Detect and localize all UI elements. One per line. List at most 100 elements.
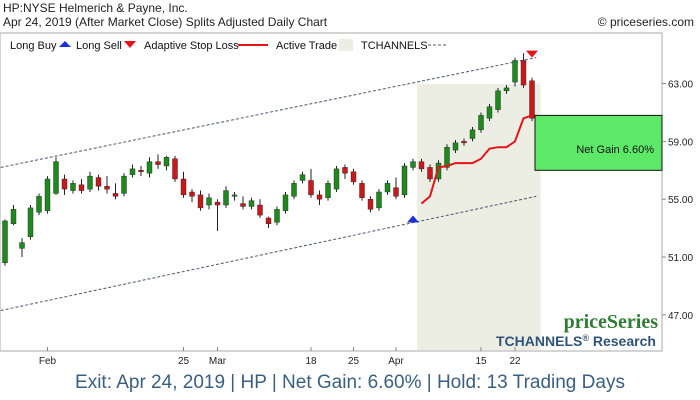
- candle: [104, 176, 110, 194]
- candle-body: [495, 90, 501, 110]
- candle-body: [384, 183, 391, 193]
- channel-upper-line: [0, 57, 537, 168]
- candle-body: [223, 190, 229, 206]
- candle: [282, 192, 289, 214]
- candle-body: [138, 170, 144, 172]
- candle-body: [95, 177, 102, 187]
- candle: [274, 206, 280, 226]
- candle-body: [299, 174, 306, 181]
- candle: [495, 87, 501, 113]
- priceseries-logo: priceSeries: [564, 311, 659, 333]
- x-tick-label: 15: [475, 356, 487, 367]
- candle: [418, 158, 425, 172]
- candle: [350, 168, 357, 185]
- candle-body: [376, 191, 382, 209]
- candle: [197, 190, 204, 211]
- copyright: © priceseries.com: [597, 15, 694, 29]
- candle: [308, 168, 314, 198]
- candle: [393, 177, 399, 200]
- candle: [19, 238, 25, 258]
- candle-body: [163, 157, 170, 167]
- plot-frame: [0, 32, 663, 352]
- candle-body: [342, 167, 348, 174]
- candle-body: [61, 178, 68, 190]
- x-tick-label: 22: [509, 356, 521, 367]
- candle-body: [282, 194, 289, 211]
- candle: [503, 85, 510, 94]
- candle: [469, 126, 476, 142]
- net-gain-label: Net Gain 6.60%: [576, 144, 654, 156]
- candle-body: [393, 187, 399, 197]
- x-tick-label: Apr: [388, 356, 404, 367]
- candle-body: [146, 161, 153, 174]
- candle: [206, 193, 212, 210]
- candle-body: [214, 201, 221, 206]
- x-axis: Feb 25 Mar 18 25 Apr 15 22: [39, 347, 521, 367]
- candle: [333, 165, 340, 192]
- candle-body: [189, 191, 195, 197]
- candle-body: [197, 194, 204, 209]
- legend-stop-loss: Adaptive Stop Loss: [144, 40, 239, 52]
- x-tick-label: 18: [305, 356, 317, 367]
- candle-body: [104, 186, 110, 190]
- candle: [78, 178, 85, 194]
- candle-body: [333, 168, 340, 190]
- candle-body: [478, 115, 484, 131]
- candle-body: [512, 60, 518, 83]
- trade-signals: [407, 50, 538, 223]
- candle: [172, 155, 178, 182]
- candle: [155, 154, 161, 169]
- candle-body: [155, 161, 161, 165]
- candle-body: [172, 158, 178, 180]
- candle: [367, 196, 374, 213]
- candle-body: [231, 194, 238, 197]
- candle-body: [240, 203, 246, 207]
- candle-body: [291, 183, 297, 197]
- long-sell-icon: [124, 41, 136, 48]
- candle: [342, 164, 348, 179]
- candle-body: [53, 161, 59, 194]
- y-tick-label: 63.00: [668, 80, 693, 91]
- net-gain-region: [534, 114, 663, 171]
- candle: [189, 189, 195, 203]
- candle: [316, 190, 323, 206]
- x-tick-label: 25: [348, 356, 360, 367]
- candle-body: [452, 142, 459, 151]
- candle: [231, 192, 238, 201]
- tchannels-lines: [0, 57, 537, 312]
- candle-body: [129, 168, 136, 175]
- candle: [478, 112, 484, 133]
- candle: [70, 180, 76, 194]
- stop-loss-path: [420, 114, 533, 205]
- candle: [325, 180, 331, 201]
- candle: [146, 157, 153, 178]
- candle: [44, 176, 51, 214]
- candle: [461, 138, 467, 146]
- candle-body: [316, 194, 323, 200]
- y-tick-label: 59.00: [668, 137, 693, 148]
- candle-body: [70, 183, 76, 191]
- legend-tchannels: TCHANNELS: [361, 40, 428, 52]
- candle-body: [469, 129, 476, 139]
- net-gain-box: [534, 114, 663, 171]
- candle-body: [44, 178, 51, 211]
- trade-summary: Exit: Apr 24, 2019 | HP | Net Gain: 6.60…: [75, 372, 625, 393]
- price-chart: 63.00 59.00 55.00 51.00 47.00 Feb 25 Mar 18 25 Ap…: [0, 32, 693, 367]
- candle: [520, 53, 527, 88]
- candle-body: [206, 197, 212, 206]
- candle: [61, 174, 68, 195]
- candle: [2, 219, 8, 266]
- candle: [112, 183, 119, 200]
- legend-long-sell: Long Sell: [76, 40, 122, 52]
- candle: [359, 180, 365, 201]
- candle: [401, 163, 408, 198]
- y-tick-label: 55.00: [668, 195, 693, 206]
- candle-body: [2, 220, 8, 264]
- candle: [129, 164, 136, 178]
- candle-body: [503, 87, 510, 92]
- y-axis: 63.00 59.00 55.00 51.00 47.00: [662, 80, 693, 322]
- chart-subtitle: Apr 24, 2019 (After Market Close) Splits…: [3, 15, 328, 29]
- candle-body: [87, 175, 93, 190]
- candle: [452, 139, 459, 153]
